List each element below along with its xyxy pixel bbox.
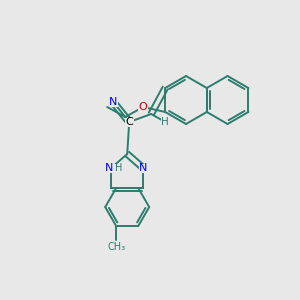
Text: C: C xyxy=(125,117,133,127)
Text: N: N xyxy=(105,163,113,173)
FancyBboxPatch shape xyxy=(139,164,148,172)
Text: H: H xyxy=(115,163,122,173)
Text: O: O xyxy=(139,102,148,112)
FancyBboxPatch shape xyxy=(161,118,170,126)
Text: CH₃: CH₃ xyxy=(107,242,125,252)
Text: N: N xyxy=(109,97,117,107)
FancyBboxPatch shape xyxy=(138,103,148,112)
Text: H: H xyxy=(161,117,169,127)
Text: N: N xyxy=(139,163,147,173)
FancyBboxPatch shape xyxy=(106,242,126,252)
FancyBboxPatch shape xyxy=(125,118,134,127)
FancyBboxPatch shape xyxy=(114,164,122,172)
FancyBboxPatch shape xyxy=(105,164,114,172)
FancyBboxPatch shape xyxy=(109,98,118,106)
